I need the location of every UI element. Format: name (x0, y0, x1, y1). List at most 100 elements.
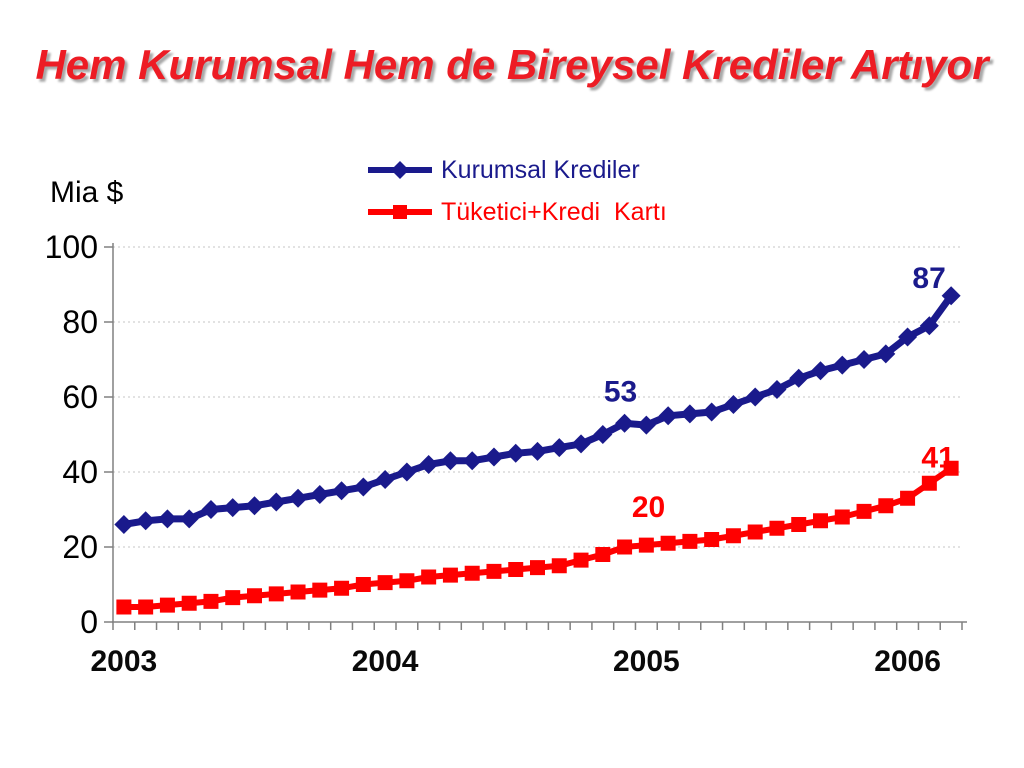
point-value-label: 20 (632, 491, 665, 524)
data-point-marker (334, 580, 350, 596)
data-point-marker (377, 575, 393, 591)
point-labels: 53 87 20 41 (604, 262, 955, 524)
data-point-marker (725, 528, 741, 544)
data-point-marker (397, 462, 417, 482)
legend-label-tuketici: Tüketici+Kredi Kartı (441, 197, 667, 226)
data-point-marker (181, 595, 197, 611)
data-point-marker (723, 395, 743, 414)
data-point-marker (442, 567, 458, 583)
x-year-label: 2004 (352, 645, 419, 678)
data-point-marker (767, 380, 787, 399)
data-point-marker (769, 520, 785, 536)
data-point-marker (375, 470, 395, 489)
legend-item-tuketici: Tüketici+Kredi Kartı (368, 194, 667, 230)
data-point-marker (247, 588, 262, 604)
chart-legend: Kurumsal Krediler Tüketici+Kredi Kartı (368, 152, 667, 230)
data-point-marker (179, 509, 199, 529)
axes: 0 20 40 60 80 100 2003 2004 2005 2006 (45, 229, 967, 678)
data-point-marker (201, 500, 221, 519)
y-tick-label: 40 (62, 454, 98, 490)
x-year-label: 2003 (91, 645, 158, 678)
y-tick-label: 60 (62, 379, 98, 415)
line-diamond-marker-icon (368, 161, 432, 179)
data-point-marker (464, 565, 480, 581)
data-point-marker (223, 498, 243, 518)
data-point-marker (593, 425, 613, 444)
point-value-label: 87 (912, 262, 945, 295)
data-point-marker (854, 350, 874, 369)
data-point-marker (462, 451, 482, 471)
data-point-marker (332, 481, 352, 501)
data-point-marker (136, 511, 156, 531)
y-tick-label: 80 (62, 304, 98, 340)
data-point-marker (399, 573, 415, 589)
data-point-marker (898, 327, 918, 347)
x-year-label: 2006 (874, 645, 941, 678)
data-point-marker (747, 524, 763, 540)
data-point-marker (660, 535, 676, 551)
data-point-marker (702, 402, 722, 422)
data-point-marker (789, 368, 809, 388)
data-point-marker (704, 532, 720, 547)
data-point-marker (571, 434, 591, 454)
data-point-marker (617, 539, 633, 555)
x-year-label: 2005 (613, 645, 680, 678)
data-point-marker (421, 569, 437, 585)
data-point-marker (203, 593, 219, 609)
data-point-marker (682, 533, 698, 549)
data-point-marker (919, 316, 939, 336)
data-point-marker (941, 286, 961, 306)
series-1 (116, 460, 959, 615)
point-value-label: 41 (921, 441, 954, 474)
data-point-marker (157, 509, 177, 529)
data-point-marker (353, 477, 373, 497)
y-tick-label: 0 (80, 604, 98, 640)
point-value-label: 53 (604, 375, 637, 408)
data-point-marker (506, 443, 526, 463)
legend-label-kurumsal: Kurumsal Krediler (441, 155, 640, 184)
data-point-marker (225, 590, 241, 606)
data-point-marker (290, 584, 306, 600)
data-point-marker (528, 441, 547, 461)
data-point-marker (440, 451, 460, 471)
data-point-marker (116, 599, 132, 615)
data-point-marker (856, 503, 872, 519)
data-point-marker (484, 447, 504, 467)
data-point-marker (658, 406, 678, 426)
data-point-marker (680, 404, 700, 424)
data-point-marker (811, 361, 830, 381)
data-point-marker (508, 562, 524, 577)
data-point-marker (549, 438, 569, 458)
data-point-marker (138, 599, 154, 615)
data-point-marker (573, 552, 589, 568)
data-point-marker (834, 509, 850, 525)
y-tick-label: 100 (45, 229, 98, 265)
data-point-marker (159, 597, 175, 613)
data-point-marker (268, 586, 284, 602)
series-line-1 (120, 465, 955, 610)
data-point-marker (486, 563, 502, 579)
y-tick-label: 20 (62, 529, 98, 565)
data-point-marker (876, 344, 896, 364)
data-point-marker (114, 515, 134, 534)
data-point-marker (595, 547, 611, 562)
data-point-marker (310, 485, 330, 504)
data-point-marker (813, 513, 828, 529)
data-point-marker (878, 498, 894, 514)
slide-title: Hem Kurumsal Hem de Bireysel Krediler Ar… (35, 41, 989, 88)
data-point-marker (921, 475, 937, 491)
data-point-marker (551, 558, 567, 574)
data-point-marker (530, 560, 545, 576)
data-point-marker (355, 577, 371, 592)
line-square-marker-icon (368, 205, 432, 219)
data-point-marker (791, 517, 807, 532)
data-point-marker (312, 582, 328, 598)
legend-item-kurumsal: Kurumsal Krediler (368, 152, 667, 188)
y-axis-unit-label: Mia $ (50, 176, 124, 209)
data-point-marker (900, 490, 916, 506)
series-0 (114, 286, 961, 534)
data-point-marker (615, 413, 635, 433)
gridlines (113, 246, 962, 548)
